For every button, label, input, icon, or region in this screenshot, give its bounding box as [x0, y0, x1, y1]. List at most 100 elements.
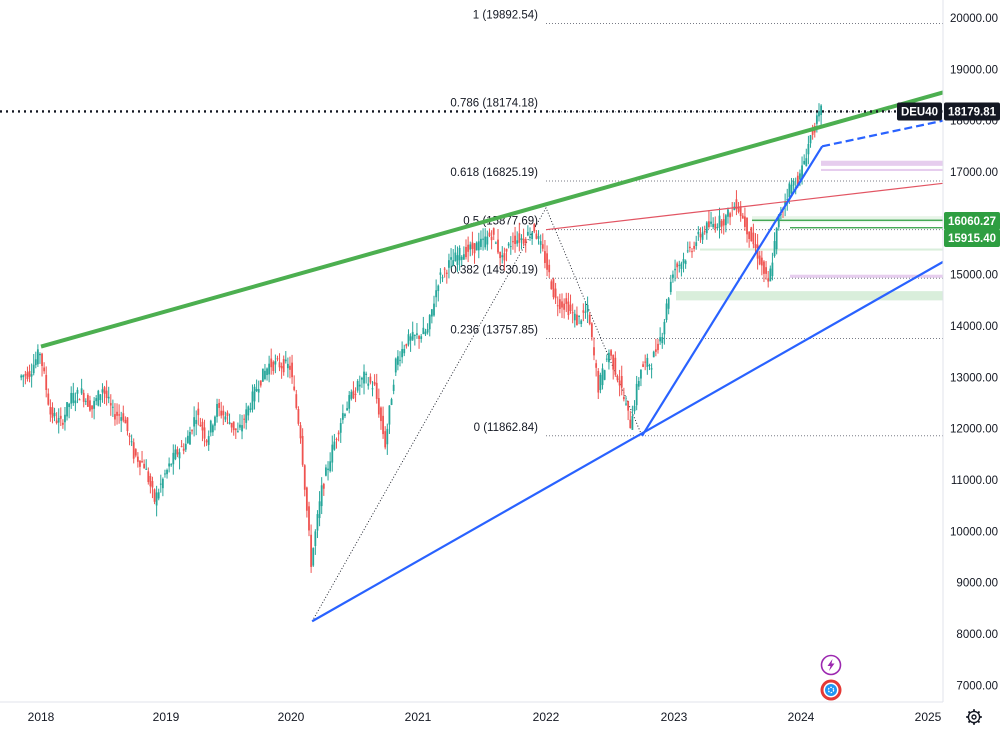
price-bar-body: [548, 264, 551, 273]
price-bar-body: [693, 245, 696, 249]
price-bar-body: [507, 243, 510, 246]
fib-level-label: 0 (11862.84): [474, 422, 539, 434]
price-bar-body: [729, 213, 731, 218]
price-bar-body: [344, 414, 346, 417]
price-bar-body: [627, 400, 630, 411]
price-bar-body: [377, 398, 380, 415]
level-price-tag: [944, 212, 1000, 230]
price-bar-body: [456, 255, 459, 265]
price-bar-body: [631, 415, 634, 430]
price-bar-body: [78, 399, 81, 401]
price-bar-body: [116, 411, 118, 416]
trendline-1[interactable]: [40, 90, 944, 349]
price-bar-body: [316, 514, 319, 531]
price-bar-body: [586, 304, 589, 312]
price-bar-body: [809, 135, 812, 144]
price-bar-body: [633, 405, 636, 412]
lightning-icon[interactable]: [820, 654, 842, 676]
price-bar-body: [430, 309, 433, 317]
price-bar-body: [253, 386, 256, 402]
price-bar-body: [49, 407, 52, 415]
price-bar-body: [452, 260, 455, 266]
price-bar-body: [635, 383, 638, 406]
symbol-label: DEU40: [901, 106, 938, 118]
price-bar-body: [209, 420, 212, 433]
trendline-4[interactable]: [641, 145, 824, 437]
price-bar-body: [433, 303, 435, 316]
price-bar-body: [230, 422, 233, 428]
price-bar-body: [28, 370, 31, 377]
price-bar-body: [411, 331, 414, 340]
price-bar-body: [97, 390, 100, 406]
price-bar-body: [605, 358, 608, 360]
price-bar-body: [30, 374, 33, 377]
price-bar-body: [771, 262, 774, 277]
price-bar-body: [482, 238, 484, 240]
price-bar-body: [55, 420, 58, 423]
price-bar-body: [335, 438, 338, 440]
price-bar-body: [424, 331, 427, 335]
price-bar-body: [134, 449, 137, 456]
price-bar-body: [47, 393, 50, 405]
price-bar-body: [132, 442, 135, 459]
price-bar-body: [492, 228, 495, 235]
level-price-tag: [944, 229, 1000, 247]
price-bar-body: [241, 425, 243, 432]
price-bar-body: [199, 424, 202, 427]
price-bar-body: [174, 449, 177, 460]
price-bar-body: [488, 232, 491, 237]
price-bar-body: [563, 303, 566, 310]
price-bar-body: [224, 416, 227, 420]
y-tick-label: 15000.00: [950, 270, 998, 282]
price-bar-body: [422, 327, 425, 335]
price-bar-body: [680, 263, 683, 269]
trendline-3[interactable]: [311, 260, 944, 623]
price-bar-body: [811, 129, 814, 135]
price-bar-body: [61, 422, 64, 425]
price-bar-body: [182, 448, 185, 451]
price-bar-body: [164, 473, 166, 475]
price-bar-body: [32, 364, 35, 374]
price-bar-body: [159, 483, 162, 485]
price-bar-body: [669, 281, 672, 293]
settings-button[interactable]: [964, 707, 984, 727]
price-bar-body: [111, 406, 114, 408]
price-bar-body: [308, 506, 310, 531]
trendline-2[interactable]: [545, 182, 944, 231]
price-bar-body: [554, 288, 557, 299]
fib-level-label: 0.382 (14930.19): [450, 264, 538, 276]
price-bar-body: [454, 252, 457, 261]
price-bar-body: [68, 403, 71, 408]
price-bar-body: [441, 277, 444, 279]
price-bar-body: [118, 414, 121, 416]
price-bar-body: [392, 384, 395, 391]
price-bar-body: [76, 389, 79, 394]
price-bar-body: [820, 105, 823, 116]
price-bar-body: [537, 236, 540, 239]
price-bar-body: [739, 206, 742, 217]
price-bar-body: [712, 223, 715, 228]
price-bar-body: [310, 534, 313, 567]
price-bar-body: [758, 255, 761, 265]
price-bar-body: [708, 221, 710, 228]
events-icon[interactable]: [820, 679, 842, 701]
price-bar-body: [228, 422, 231, 424]
price-bar-body: [531, 232, 534, 240]
price-bar-body: [775, 227, 778, 250]
price-bar-body: [659, 337, 662, 342]
x-tick-label: 2025: [915, 710, 942, 724]
price-bar-body: [26, 372, 29, 379]
price-bar-body: [703, 231, 706, 233]
price-bar-body: [394, 358, 397, 373]
price-bar-body: [458, 247, 461, 261]
price-bar-body: [445, 272, 448, 274]
price-bar-body: [799, 173, 801, 180]
price-bar-body: [733, 206, 736, 211]
price-bar-body: [610, 350, 612, 356]
price-bar-body: [86, 395, 89, 407]
price-bar-body: [663, 321, 666, 335]
price-bar-body: [467, 244, 470, 252]
price-bar-body: [450, 257, 452, 260]
